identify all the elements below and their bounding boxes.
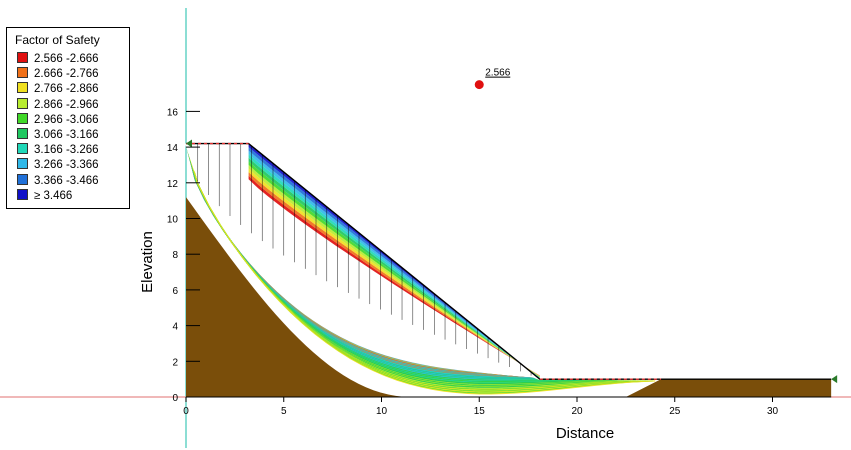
y-tick-label: 10 <box>167 215 179 226</box>
y-axis-title: Elevation <box>139 231 156 293</box>
y-tick-label: 8 <box>172 250 178 261</box>
ground-surface <box>186 139 838 384</box>
legend-label: 3.166 -3.266 <box>34 144 99 157</box>
soil-right <box>625 379 832 397</box>
slip-surface-fan <box>184 143 656 395</box>
legend-swatch <box>17 158 28 170</box>
legend-entry: 2.566 -2.666 <box>17 52 99 65</box>
axes: 0 5 10 15 20 25 30 0 2 4 6 8 10 12 14 16 <box>167 107 832 417</box>
y-tick-label: 12 <box>167 179 179 190</box>
y-tick-label: 16 <box>167 107 179 118</box>
legend-swatch <box>17 112 28 124</box>
x-tick-label: 5 <box>281 406 287 417</box>
slice-lines <box>197 143 532 376</box>
y-tick-label: 14 <box>167 143 179 154</box>
legend-title: Factor of Safety <box>15 33 100 47</box>
water-marker-left <box>186 139 192 148</box>
x-tick-label: 30 <box>767 406 779 417</box>
critical-center: 2.566 <box>474 68 511 90</box>
legend-label: 2.666 -2.766 <box>34 68 99 81</box>
x-tick-label: 25 <box>669 406 681 417</box>
x-tick-label: 20 <box>571 406 583 417</box>
legend-entry: 2.666 -2.766 <box>17 67 99 80</box>
soil-body <box>186 197 832 397</box>
legend-entry: 3.266 -3.366 <box>17 158 99 171</box>
legend-swatch <box>17 52 28 63</box>
trial-slip-surface <box>186 143 656 395</box>
y-tick-label: 2 <box>172 357 178 368</box>
y-tick-label: 6 <box>172 286 178 297</box>
legend-entry: 3.166 -3.266 <box>17 143 99 156</box>
x-axis-title: Distance <box>556 425 614 442</box>
legend-label: 2.866 -2.966 <box>34 98 99 111</box>
legend-swatch <box>17 143 28 155</box>
legend-entry: 3.066 -3.166 <box>17 128 99 141</box>
legend-swatch <box>17 82 28 94</box>
legend: Factor of Safety 2.566 -2.666 2.666 -2.76… <box>6 27 130 209</box>
legend-label: 3.366 -3.466 <box>34 174 99 187</box>
x-tick-label: 15 <box>474 406 486 417</box>
legend-swatch <box>17 97 28 109</box>
x-tick-label: 0 <box>183 406 189 417</box>
legend-label: 3.266 -3.366 <box>34 159 99 172</box>
legend-entry: 2.766 -2.866 <box>17 82 99 95</box>
legend-entry: 2.866 -2.966 <box>17 97 99 111</box>
legend-swatch <box>17 188 28 200</box>
y-tick-label: 0 <box>172 393 178 404</box>
legend-entry: 2.966 -3.066 <box>17 112 99 126</box>
legend-swatch <box>17 128 28 139</box>
critical-slip-surface <box>184 143 541 381</box>
legend-entry: ≥ 3.466 <box>17 188 73 202</box>
legend-label: 2.566 -2.666 <box>34 53 99 65</box>
legend-label: 3.066 -3.166 <box>34 129 99 141</box>
y-tick-label: 4 <box>172 322 178 333</box>
legend-entry: 3.366 -3.466 <box>17 173 99 187</box>
legend-label: 2.966 -3.066 <box>34 113 99 126</box>
x-tick-label: 10 <box>376 406 388 417</box>
soil-left <box>186 197 411 397</box>
legend-label: 2.766 -2.866 <box>34 83 99 96</box>
legend-swatch <box>17 173 28 185</box>
legend-label: ≥ 3.466 <box>34 189 73 202</box>
legend-swatch <box>17 67 28 79</box>
water-marker-right <box>831 375 838 384</box>
critical-center-dot <box>474 80 484 90</box>
critical-fos-label: 2.566 <box>485 68 510 79</box>
